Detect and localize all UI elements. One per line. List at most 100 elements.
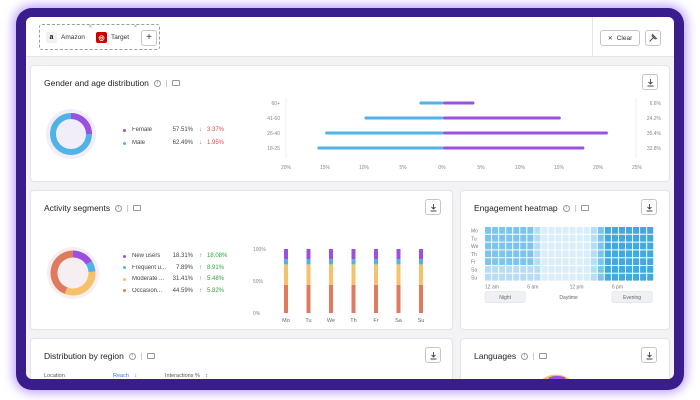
down-arrow-icon: ↓ (199, 127, 202, 133)
info-icon[interactable]: i (153, 79, 161, 87)
heatmap-cell (569, 258, 576, 265)
card-title: Distribution by region (44, 351, 124, 361)
legend-dot (123, 128, 126, 132)
heatmap-cell (513, 250, 520, 258)
heatmap-cell (520, 273, 527, 281)
heatmap-cell (569, 234, 576, 242)
clear-button[interactable]: ✕ Clear (600, 30, 640, 46)
info-icon[interactable]: i (521, 352, 529, 360)
info-icon[interactable]: i (115, 204, 123, 212)
heatmap-cell (541, 234, 548, 242)
chip-target[interactable]: ◎ Target × (96, 24, 137, 46)
day-label: Fr (373, 318, 378, 324)
chip-amazon[interactable]: a Amazon × (46, 24, 92, 46)
download-button[interactable] (425, 347, 441, 363)
comment-icon[interactable] (539, 353, 548, 359)
comment-icon[interactable] (133, 205, 142, 211)
heatmap-cell (555, 273, 562, 281)
heatmap-cell (604, 242, 611, 250)
heatmap-period-label: Night (499, 295, 511, 301)
column-header-interactions[interactable]: Interactions % ↕ (165, 373, 208, 379)
heatmap-cell (633, 242, 640, 250)
heatmap-cell (562, 234, 569, 242)
heatmap-cell (618, 258, 625, 265)
download-button[interactable] (641, 199, 657, 215)
heatmap-day-label: Fr (471, 260, 476, 266)
heatmap-cell (604, 258, 611, 265)
heatmap-cell (506, 227, 513, 234)
heatmap-cell (548, 258, 555, 265)
age-category-label: 26-40 (267, 131, 280, 137)
age-category-label: 18-25 (267, 146, 280, 152)
heatmap-cell (583, 258, 590, 265)
info-icon[interactable]: i (128, 352, 136, 360)
heatmap-cell (633, 258, 640, 265)
add-chip-button[interactable]: + (141, 30, 157, 46)
heatmap-cell (611, 250, 618, 258)
age-share-label: 24.2% (647, 116, 662, 122)
day-label: Sa (395, 318, 403, 324)
heatmap-cell (576, 273, 583, 281)
pin-button[interactable] (645, 30, 661, 46)
card-title: Gender and age distribution (44, 78, 149, 88)
comment-icon[interactable] (146, 353, 155, 359)
day-label: Su (418, 318, 425, 324)
column-header-location[interactable]: Location (44, 373, 65, 379)
heatmap-cell (527, 250, 534, 258)
heatmap-cell (597, 266, 604, 273)
heatmap-cell (492, 273, 499, 281)
heatmap-cell (569, 250, 576, 258)
heatmap-cell (576, 242, 583, 250)
download-button[interactable] (642, 74, 658, 90)
heatmap-cell (562, 227, 569, 234)
up-arrow-icon: ↑ (199, 276, 202, 282)
x-tick-label: 20% (281, 165, 292, 171)
heatmap-day-label: Mo (471, 229, 478, 235)
language-arc (548, 376, 566, 379)
download-button[interactable] (641, 347, 657, 363)
heatmap-period-label: Daytime (559, 295, 578, 301)
header-divider (165, 79, 167, 87)
amazon-logo-icon: a (46, 32, 57, 43)
heatmap-cell (499, 273, 506, 281)
heatmap-cell (569, 266, 576, 273)
info-icon[interactable]: i (562, 204, 570, 212)
column-header-reach[interactable]: Reach ↕ (113, 373, 137, 379)
activity-stacked-bar-chart: 100% 50% 0% Mo Tu We Th Fr Sa Su (253, 247, 425, 324)
x-tick-label: 20% (593, 165, 604, 171)
heatmap-cell (626, 234, 633, 242)
heatmap-cell (541, 258, 548, 265)
day-label: We (327, 318, 335, 324)
heatmap-day-label: We (471, 244, 479, 250)
stacked-bar-segment (374, 249, 378, 260)
heatmap-cell (534, 242, 541, 250)
heatmap-cell (590, 250, 597, 258)
gender-donut (46, 109, 96, 159)
heatmap-cell (506, 242, 513, 250)
chip-remove-icon[interactable]: × (134, 24, 137, 30)
stacked-bar-segment (306, 264, 311, 285)
donut-segment (72, 250, 92, 265)
y-tick-label: 100% (253, 247, 266, 253)
comment-icon[interactable] (171, 80, 180, 86)
stacked-bar-segment (374, 284, 378, 313)
age-category-label: 41-60 (267, 116, 280, 122)
heatmap-cell (534, 258, 541, 265)
chip-remove-icon[interactable]: × (89, 24, 92, 30)
heatmap-cell (590, 273, 597, 281)
heatmap-cell (548, 227, 555, 234)
heatmap-cell (626, 242, 633, 250)
heatmap-cell (485, 266, 492, 273)
stacked-bar-segment (396, 284, 401, 313)
heatmap-cell (626, 227, 633, 234)
heatmap-cell (611, 227, 618, 234)
comment-icon[interactable] (580, 205, 589, 211)
heatmap-period-label: Evening (623, 295, 641, 301)
x-tick-label: 5% (399, 165, 407, 171)
legend-dot (123, 277, 126, 281)
heatmap-cell (499, 227, 506, 234)
legend-dot (123, 266, 126, 269)
heatmap-cell (583, 234, 590, 242)
download-button[interactable] (425, 199, 441, 215)
legend-dot (123, 289, 126, 292)
